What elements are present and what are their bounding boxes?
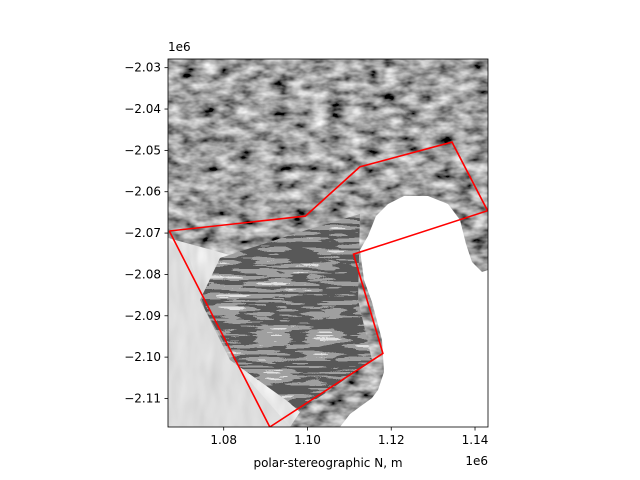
hillshade-image [168, 59, 488, 427]
x-tick-label: 1.14 [462, 433, 489, 447]
y-tick-label: −2.10 [124, 350, 161, 364]
y-tick-label: −2.06 [124, 185, 161, 199]
x-axis-label: polar-stereographic N, m [253, 456, 402, 470]
y-tick-label: −2.07 [124, 226, 161, 240]
y-tick-label: −2.05 [124, 143, 161, 157]
x-tick-label: 1.10 [294, 433, 321, 447]
x-offset-label: 1e6 [465, 454, 488, 468]
plot-frame [167, 58, 489, 428]
y-tick-label: −2.04 [124, 102, 161, 116]
x-tick-label: 1.08 [210, 433, 237, 447]
y-tick-label: −2.08 [124, 267, 161, 281]
y-tick-label: −2.09 [124, 309, 161, 323]
x-axis-ticks: 1.08 1.10 1.12 1.14 [210, 427, 488, 447]
y-tick-label: −2.03 [124, 61, 161, 75]
y-tick-label: −2.11 [124, 391, 161, 405]
ocean-blank-area [360, 196, 488, 400]
x-tick-label: 1.12 [378, 433, 405, 447]
y-offset-label: 1e6 [168, 40, 191, 54]
ocean-blank-lower [340, 390, 488, 427]
y-axis-ticks: −2.03 −2.04 −2.05 −2.06 −2.07 −2.08 −2.09 −2.10… [124, 61, 168, 405]
ice-front-bright [168, 238, 290, 427]
